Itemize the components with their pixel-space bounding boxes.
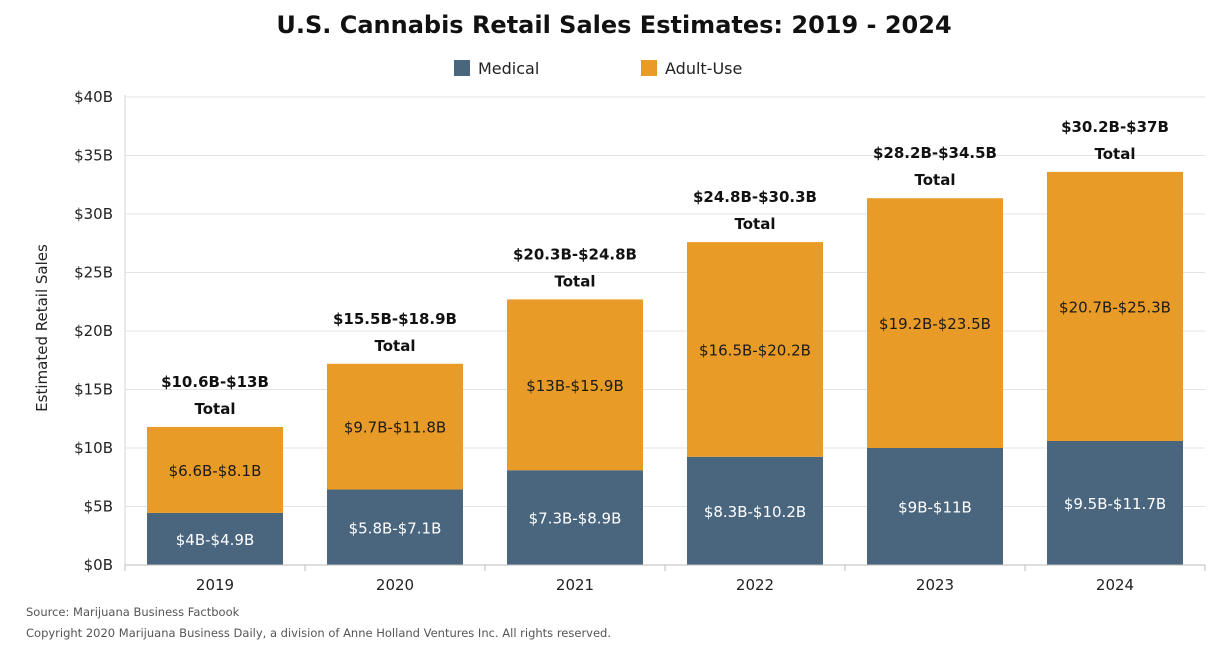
bar-adult-use xyxy=(147,426,283,513)
data-label-medical: $8.3B-$10.2B xyxy=(704,503,806,521)
total-word-label: Total xyxy=(195,400,236,418)
total-word-label: Total xyxy=(375,337,416,355)
data-label-adult-use: $6.6B-$8.1B xyxy=(169,462,262,480)
bar-adult-use xyxy=(507,299,643,471)
y-tick-label: $30B xyxy=(74,205,113,223)
total-range-label: $28.2B-$34.5B xyxy=(873,144,997,162)
total-range-label: $15.5B-$18.9B xyxy=(333,310,457,328)
data-label-adult-use: $20.7B-$25.3B xyxy=(1059,298,1171,316)
bar-adult-use xyxy=(867,198,1003,448)
data-label-adult-use: $13B-$15.9B xyxy=(526,377,624,395)
total-word-label: Total xyxy=(735,215,776,233)
legend-label-adult-use: Adult-Use xyxy=(665,59,742,78)
y-tick-label: $40B xyxy=(74,88,113,106)
y-tick-label: $5B xyxy=(84,498,113,516)
total-range-label: $30.2B-$37B xyxy=(1061,118,1169,136)
x-tick-label: 2022 xyxy=(736,576,774,594)
y-axis-label: Estimated Retail Sales xyxy=(33,244,51,412)
data-label-medical: $7.3B-$8.9B xyxy=(529,510,622,528)
gridlines xyxy=(124,95,1205,566)
bar-adult-use xyxy=(1047,171,1183,441)
y-tick-label: $0B xyxy=(84,556,113,574)
chart-title: U.S. Cannabis Retail Sales Estimates: 20… xyxy=(276,11,951,39)
bar-medical xyxy=(507,470,643,565)
bar-medical xyxy=(1047,440,1183,565)
total-range-label: $24.8B-$30.3B xyxy=(693,188,817,206)
legend-swatch-medical xyxy=(454,60,470,76)
bar-adult-use xyxy=(327,363,463,490)
data-label-adult-use: $19.2B-$23.5B xyxy=(879,315,991,333)
chart: U.S. Cannabis Retail Sales Estimates: 20… xyxy=(33,11,1206,594)
bar-medical xyxy=(687,456,823,565)
data-label-medical: $9.5B-$11.7B xyxy=(1064,495,1166,513)
total-range-label: $20.3B-$24.8B xyxy=(513,245,637,263)
y-tick-label: $10B xyxy=(74,439,113,457)
legend-label-medical: Medical xyxy=(478,59,539,78)
data-label-medical: $5.8B-$7.1B xyxy=(349,519,442,537)
bar-medical xyxy=(327,489,463,565)
bar-adult-use xyxy=(687,242,823,457)
total-word-label: Total xyxy=(1095,145,1136,163)
y-tick-label: $25B xyxy=(74,264,113,282)
total-word-label: Total xyxy=(555,272,596,290)
bars: $4B-$4.9B $6.6B-$8.1B $10.6B-$13B Total $5.8… xyxy=(147,118,1183,565)
x-tick-label: 2023 xyxy=(916,576,954,594)
x-tick-label: 2024 xyxy=(1096,576,1134,594)
copyright-note: Copyright 2020 Marijuana Business Daily,… xyxy=(26,626,612,640)
x-axis: 2019 2020 2021 2022 2023 2024 xyxy=(124,564,1206,594)
data-label-adult-use: $9.7B-$11.8B xyxy=(344,419,446,437)
source-note: Source: Marijuana Business Factbook xyxy=(26,605,240,619)
y-tick-label: $15B xyxy=(74,381,113,399)
total-word-label: Total xyxy=(915,171,956,189)
bar-medical xyxy=(147,512,283,565)
x-tick-label: 2019 xyxy=(196,576,234,594)
x-tick-label: 2020 xyxy=(376,576,414,594)
data-label-medical: $9B-$11B xyxy=(898,499,972,517)
y-tick-label: $20B xyxy=(74,322,113,340)
legend: Medical Adult-Use xyxy=(454,59,742,78)
data-label-adult-use: $16.5B-$20.2B xyxy=(699,341,811,359)
y-tick-label: $35B xyxy=(74,147,113,165)
legend-swatch-adult-use xyxy=(641,60,657,76)
data-label-medical: $4B-$4.9B xyxy=(176,531,254,549)
total-range-label: $10.6B-$13B xyxy=(161,373,269,391)
x-tick-label: 2021 xyxy=(556,576,594,594)
y-axis-ticks: $0B $5B $10B $15B $20B $25B $30B $35B $40B xyxy=(74,88,113,574)
bar-medical xyxy=(867,448,1003,565)
